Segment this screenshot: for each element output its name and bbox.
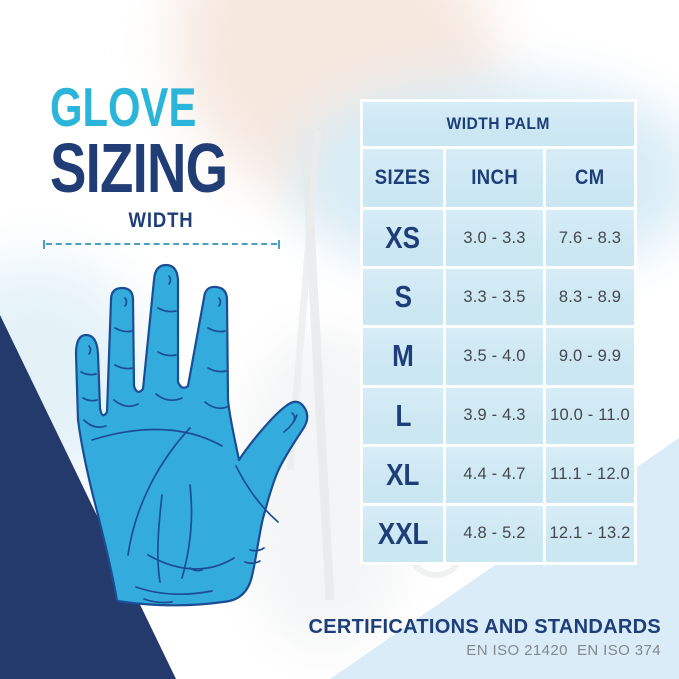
size-cell-label-L: L xyxy=(395,397,411,433)
column-header-sizes: SIZES xyxy=(363,149,443,207)
table-title-cell: WIDTH PALM xyxy=(363,102,634,146)
cm-cell-label-S: 8.3 - 8.9 xyxy=(558,287,622,306)
column-header-cm: CM xyxy=(546,149,634,207)
cm-cell-XL: 11.1 - 12.0 xyxy=(546,446,634,503)
size-cell-label-S: S xyxy=(394,279,412,315)
inch-cell-label-L: 3.9 - 4.3 xyxy=(463,406,526,425)
size-cell-label-XXL: XXL xyxy=(377,515,429,551)
cm-cell-M: 9.0 - 9.9 xyxy=(546,328,634,385)
measure-dashed-line xyxy=(46,243,277,245)
inch-cell-S: 3.3 - 3.5 xyxy=(446,269,543,326)
cm-cell-label-XL: 11.1 - 12.0 xyxy=(550,465,630,484)
width-measure-line xyxy=(43,239,280,249)
cm-cell-label-XXL: 12.1 - 13.2 xyxy=(549,524,631,543)
inch-cell-label-S: 3.3 - 3.5 xyxy=(463,287,526,306)
certifications-block: CERTIFICATIONS AND STANDARDS EN ISO 2142… xyxy=(309,616,661,659)
glove-hand-illustration xyxy=(74,263,309,607)
sizing-table: WIDTH PALM SIZES INCH CM XS 3.0 - 3.3 7.6 … xyxy=(360,99,637,565)
cm-cell-S: 8.3 - 8.9 xyxy=(546,269,634,326)
inch-cell-XXL: 4.8 - 5.2 xyxy=(446,505,543,562)
certifications-title: CERTIFICATIONS AND STANDARDS xyxy=(308,616,661,638)
cm-cell-L: 10.0 - 11.0 xyxy=(546,387,634,444)
column-header-sizes-label: SIZES xyxy=(375,166,431,189)
column-header-cm-label: CM xyxy=(575,166,605,189)
inch-cell-L: 3.9 - 4.3 xyxy=(446,387,543,444)
size-cell-label-XS: XS xyxy=(385,220,421,256)
inch-cell-label-M: 3.5 - 4.0 xyxy=(463,346,526,365)
cm-cell-XS: 7.6 - 8.3 xyxy=(546,210,634,267)
inch-cell-label-XXL: 4.8 - 5.2 xyxy=(463,524,526,543)
size-cell-L: L xyxy=(363,387,443,444)
measure-tick-right xyxy=(278,239,280,249)
title-sizing: SIZING xyxy=(50,129,228,207)
inch-cell-XS: 3.0 - 3.3 xyxy=(446,210,543,267)
size-cell-S: S xyxy=(363,269,443,326)
cm-cell-XXL: 12.1 - 13.2 xyxy=(546,505,634,562)
inch-cell-label-XS: 3.0 - 3.3 xyxy=(463,228,526,247)
cm-cell-label-L: 10.0 - 11.0 xyxy=(550,406,630,425)
certifications-standards: EN ISO 21420 EN ISO 374 xyxy=(466,642,661,659)
cm-cell-label-XS: 7.6 - 8.3 xyxy=(558,228,622,247)
inch-cell-XL: 4.4 - 4.7 xyxy=(446,446,543,503)
size-cell-label-XL: XL xyxy=(386,456,420,492)
width-label: WIDTH xyxy=(128,209,194,232)
column-header-inch: INCH xyxy=(446,149,543,207)
inch-cell-M: 3.5 - 4.0 xyxy=(446,328,543,385)
title-glove: GLOVE xyxy=(50,76,197,138)
table-title: WIDTH PALM xyxy=(446,114,551,133)
measure-tick-left xyxy=(43,239,45,249)
inch-cell-label-XL: 4.4 - 4.7 xyxy=(463,465,526,484)
page-title: GLOVE SIZING xyxy=(50,76,277,207)
size-cell-M: M xyxy=(363,328,443,385)
size-cell-label-M: M xyxy=(392,338,414,374)
cm-cell-label-M: 9.0 - 9.9 xyxy=(558,346,622,365)
column-header-inch-label: INCH xyxy=(471,166,518,189)
size-cell-XXL: XXL xyxy=(363,505,443,562)
size-cell-XS: XS xyxy=(363,210,443,267)
size-cell-XL: XL xyxy=(363,446,443,503)
